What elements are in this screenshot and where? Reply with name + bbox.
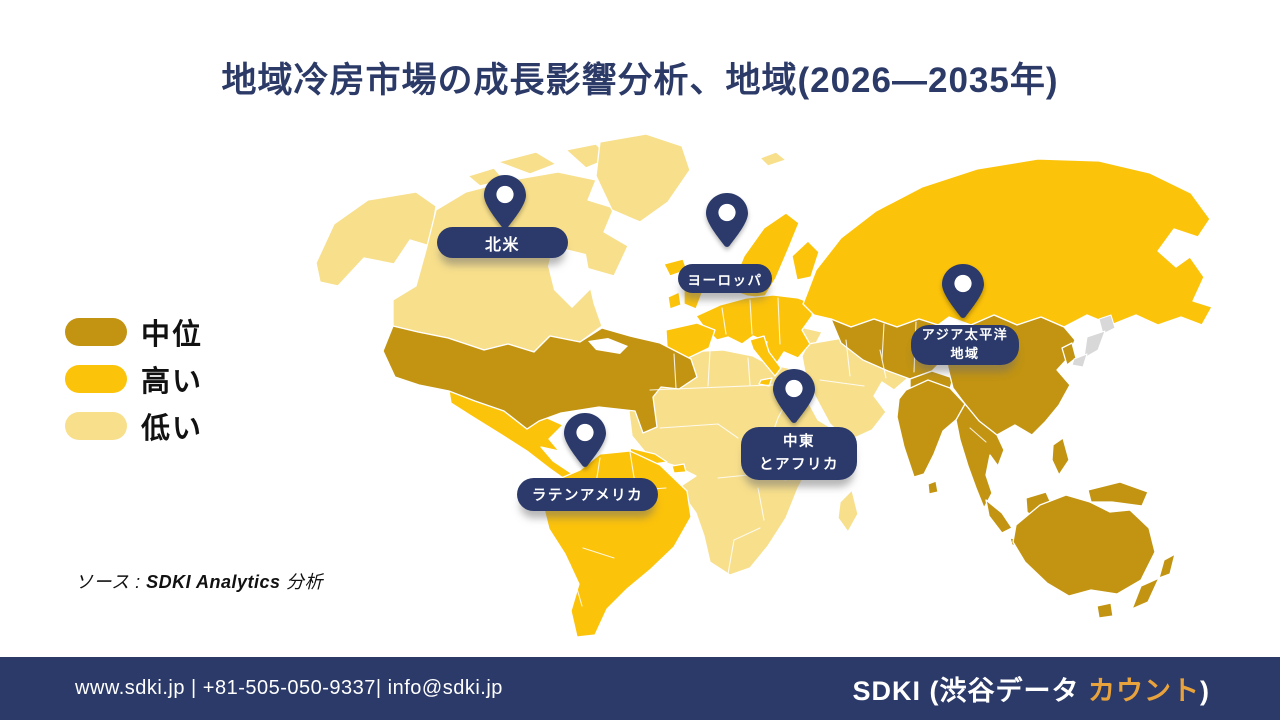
map-japan-honshu xyxy=(1083,330,1106,359)
map-pin-icon xyxy=(564,413,606,467)
source-brand: SDKI Analytics xyxy=(146,572,281,592)
footer-contact: www.sdki.jp | +81-505-050-9337| info@sdk… xyxy=(75,677,503,699)
map-sri-lanka xyxy=(927,480,939,495)
legend-item-high: 高い xyxy=(65,365,203,398)
map-italy xyxy=(749,335,782,377)
pin-label-latin-america: ラテンアメリカ xyxy=(517,478,658,511)
legend-label-medium: 中位 xyxy=(141,319,204,351)
map-hudson-bay xyxy=(548,246,592,308)
pin-label-europe: ヨーロッパ xyxy=(678,264,772,293)
map-ireland xyxy=(667,291,682,310)
source-prefix: ソース : xyxy=(75,572,147,592)
legend-label-low: 低い xyxy=(141,413,204,445)
map-philippines xyxy=(1051,437,1070,476)
legend-item-medium: 中位 xyxy=(65,318,203,351)
map-hispaniola xyxy=(671,463,687,474)
map-lakes xyxy=(548,246,628,354)
map-pin-icon xyxy=(484,175,526,229)
map-madagascar xyxy=(837,489,859,533)
map-pin-icon xyxy=(942,264,984,318)
legend-item-low: 低い xyxy=(65,412,203,445)
pin-europe xyxy=(706,193,748,247)
map-alaska xyxy=(315,191,437,287)
map-australia xyxy=(1012,494,1156,597)
map-greenland xyxy=(595,133,691,223)
map-new-zealand-north xyxy=(1158,553,1176,579)
map-great-lakes xyxy=(588,338,628,354)
map-finland xyxy=(791,240,820,281)
region-group-low xyxy=(315,133,909,576)
footer-logo-suffix: ) xyxy=(1200,676,1210,706)
map-russia xyxy=(802,158,1213,328)
footer-bar: www.sdki.jp | +81-505-050-9337| info@sdk… xyxy=(0,657,1280,720)
map-svalbard xyxy=(759,151,787,167)
map-new-zealand-south xyxy=(1131,577,1160,610)
map-pin-icon xyxy=(773,369,815,423)
map-sumatra xyxy=(985,499,1013,534)
pin-label-middle-east-africa: 中東 とアフリカ xyxy=(741,427,857,480)
map-pin-icon xyxy=(706,193,748,247)
pin-asia-pacific xyxy=(942,264,984,318)
map-india xyxy=(896,379,966,478)
region-group-high xyxy=(448,158,1213,638)
map-tasmania xyxy=(1096,602,1114,619)
legend-swatch-high xyxy=(65,365,127,393)
legend-label-high: 高い xyxy=(141,366,204,398)
map-japan-kyushu xyxy=(1071,353,1088,368)
legend-swatch-medium xyxy=(65,318,127,346)
source-note: ソース : SDKI Analytics 分析 xyxy=(75,568,323,594)
footer-logo: SDKI (渋谷データ カウント) xyxy=(852,669,1210,708)
legend-swatch-low xyxy=(65,412,127,440)
region-group-uncovered xyxy=(1071,314,1116,368)
map-southeast-asia xyxy=(955,403,1005,509)
footer-logo-prefix: SDKI (渋谷データ xyxy=(852,676,1088,706)
legend: 中位 高い 低い xyxy=(65,318,203,459)
map-new-guinea xyxy=(1087,481,1149,507)
pin-middle-east-africa xyxy=(773,369,815,423)
map-europe-mainland xyxy=(695,294,815,367)
map-arctic-island-1 xyxy=(497,151,557,175)
pin-label-north-america: 北米 xyxy=(437,227,568,258)
map-sicily xyxy=(758,377,773,387)
map-japan-hokkaido xyxy=(1098,314,1116,335)
pin-north-america xyxy=(484,175,526,229)
world-map xyxy=(315,133,1213,638)
pin-label-asia-pacific: アジア太平洋 地域 xyxy=(911,325,1019,365)
pin-latin-america xyxy=(564,413,606,467)
page-title: 地域冷房市場の成長影響分析、地域(2026—2035年) xyxy=(221,61,1059,100)
source-suffix: 分析 xyxy=(280,572,323,592)
footer-logo-accent: カウント xyxy=(1088,676,1200,706)
